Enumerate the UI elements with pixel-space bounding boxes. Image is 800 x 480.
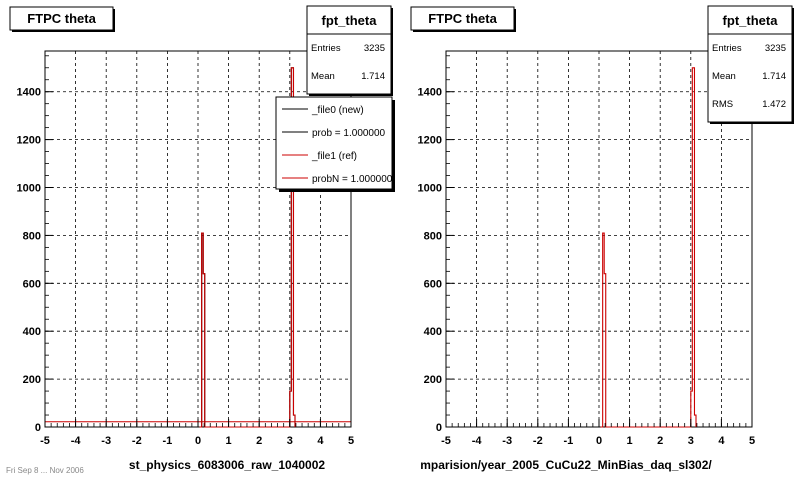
stats-box (306, 5, 392, 95)
x-axis-label: mparision/year_2005_CuCu22_MinBias_daq_s… (420, 458, 712, 472)
stats-label: Mean (712, 71, 736, 82)
chart-panel-1: -5 -4 -3 -2 -1 0 1 2 3 4 5 0 200 400 600 800 1000 1200 140… (9, 5, 395, 472)
y-tick-label: 1200 (17, 135, 41, 147)
x-tick-label: -4 (71, 435, 82, 447)
x-tick-label: -5 (441, 435, 451, 447)
x-tick-label: -1 (163, 435, 173, 447)
y-tick-label: 800 (23, 230, 41, 242)
y-tick-label: 400 (424, 326, 442, 338)
y-tick-label: 1000 (17, 183, 41, 195)
y-tick-label: 400 (23, 326, 41, 338)
x-tick-label: 5 (749, 435, 755, 447)
x-tick-label: 1 (226, 435, 232, 447)
x-tick-label: -3 (502, 435, 512, 447)
title-box (410, 6, 515, 31)
x-tick-label: -2 (132, 435, 142, 447)
chart-title: FTPC theta (27, 11, 96, 26)
chart-panel-2: -5 -4 -3 -2 -1 0 1 2 3 4 5 0 200 400 600 800 1000 1200 140… (410, 5, 794, 472)
stats-value: 1.714 (762, 71, 786, 82)
chart-title: FTPC theta (428, 11, 497, 26)
x-tick-label: 2 (256, 435, 262, 447)
y-tick-label: 200 (23, 374, 41, 386)
y-tick-label: 1000 (418, 183, 442, 195)
y-tick-label: 600 (23, 278, 41, 290)
x-tick-label: 3 (688, 435, 694, 447)
grid-lines (446, 51, 752, 427)
x-tick-label: 1 (627, 435, 633, 447)
x-tick-label: 4 (317, 435, 324, 447)
stats-value: 1.472 (762, 99, 786, 110)
stats-label: RMS (712, 99, 733, 110)
x-tick-label: -4 (472, 435, 483, 447)
legend-label: prob = 1.000000 (312, 128, 386, 139)
x-tick-label: 4 (718, 435, 725, 447)
stats-label: Entries (712, 43, 742, 54)
stats-box-title: fpt_theta (723, 13, 779, 28)
y-tick-label: 1200 (418, 135, 442, 147)
y-tick-label: 200 (424, 374, 442, 386)
stats-label: Entries (311, 43, 341, 54)
stats-value: 3235 (765, 43, 786, 54)
y-tick-label: 600 (424, 278, 442, 290)
y-tick-label: 0 (436, 422, 442, 434)
footer-timestamp: Fri Sep 8 ... Nov 2006 (6, 466, 84, 475)
legend-label: probN = 1.000000 (312, 174, 393, 185)
x-tick-label: 3 (287, 435, 293, 447)
x-tick-label: 0 (596, 435, 602, 447)
legend-label: _file1 (ref) (311, 151, 357, 162)
legend-box (275, 96, 393, 190)
y-tick-label: 800 (424, 230, 442, 242)
x-tick-label: -2 (533, 435, 543, 447)
x-tick-label: -3 (101, 435, 111, 447)
x-tick-label: 0 (195, 435, 201, 447)
x-axis-label: st_physics_6083006_raw_1040002 (129, 458, 325, 472)
stats-value: 3235 (364, 43, 385, 54)
stats-box (707, 5, 793, 123)
x-tick-label: 5 (348, 435, 354, 447)
x-tick-label: -5 (40, 435, 50, 447)
stats-value: 1.714 (361, 71, 385, 82)
legend-label: _file0 (new) (311, 105, 364, 116)
stats-label: Mean (311, 71, 335, 82)
stats-box-title: fpt_theta (322, 13, 378, 28)
y-tick-label: 1400 (418, 87, 442, 99)
title-box (9, 6, 114, 31)
y-tick-label: 0 (35, 422, 41, 434)
y-tick-label: 1400 (17, 87, 41, 99)
x-tick-label: -1 (564, 435, 574, 447)
x-tick-label: 2 (657, 435, 663, 447)
